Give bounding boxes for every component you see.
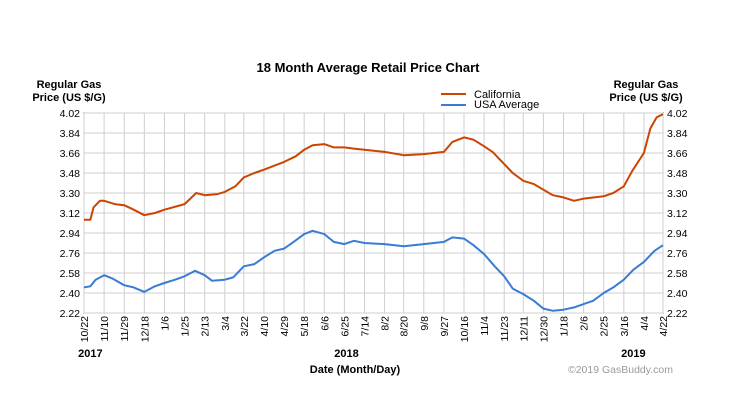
year-label: 2018 [334,348,358,360]
x-tick-label: 9/27 [439,316,451,337]
y-ticks-left: 4.02 3.84 3.66 3.48 3.30 3.12 2.94 2.76 2.58 2.40… [60,108,81,320]
year-label: 2019 [621,348,645,360]
x-tick-label: 3/4 [220,316,232,331]
y-tick-label-right: 2.58 [667,268,688,280]
x-tick-label: 8/2 [380,316,392,331]
y-tick-label-right: 3.12 [667,208,688,220]
y-tick-label-left: 2.94 [60,228,81,240]
x-tick-label: 11/23 [499,316,511,342]
y-ticks-right: 4.02 3.84 3.66 3.48 3.30 3.12 2.94 2.76 2.58 2.40… [667,108,688,320]
y-tick-label-right: 2.22 [667,308,688,320]
series-lines [83,113,664,312]
y-tick-label-right: 2.40 [667,288,688,300]
y-tick-label-left: 3.48 [60,168,81,180]
y-tick-label-right: 3.48 [667,168,688,180]
series-line-california [84,113,664,221]
y-tick-label-left: 4.02 [60,108,81,120]
y-tick-label-right: 2.94 [667,228,688,240]
x-tick-label: 8/20 [399,316,411,337]
x-tick-label: 6/6 [319,316,331,331]
y-tick-label-right: 3.66 [667,148,688,160]
x-tick-label: 2/25 [599,316,611,337]
y-tick-label-left: 3.30 [60,188,81,200]
x-tick-label: 1/25 [180,316,192,337]
y-tick-label-right: 3.84 [667,128,688,140]
y-tick-label-left: 2.40 [60,288,81,300]
x-tick-label: 2/6 [579,316,591,331]
grid [83,112,664,314]
x-tick-label: 10/22 [79,316,91,342]
y-tick-label-left: 2.22 [60,308,81,320]
x-tick-label: 6/25 [339,316,351,337]
y-tick-label-right: 2.76 [667,248,688,260]
x-tick-label: 3/22 [239,316,251,337]
y-tick-label-left: 3.12 [60,208,81,220]
year-label: 2017 [78,348,102,360]
x-tick-label: 3/16 [619,316,631,337]
legend-label-california: California [474,89,521,101]
x-tick-label: 4/10 [259,316,271,337]
y-tick-label-left: 2.76 [60,248,81,260]
x-tick-label: 2/13 [200,316,212,337]
x-tick-label: 7/14 [360,316,372,337]
right-axis-title: Regular Gas Price (US $/G) [609,79,683,104]
left-axis-title-line-1: Regular Gas [37,79,102,91]
right-axis-title-line-2: Price (US $/G) [609,92,683,104]
x-tick-label: 12/11 [518,316,530,342]
right-axis-title-line-1: Regular Gas [614,79,679,91]
y-tick-label-right: 3.30 [667,188,688,200]
x-tick-label: 1/6 [159,316,171,331]
x-tick-label: 9/8 [419,316,431,331]
series-line-usa-average [83,229,664,312]
chart-title: 18 Month Average Retail Price Chart [257,60,481,75]
year-labels: 2017 2018 2019 [78,348,645,360]
legend-label-usa-average: USA Average [474,99,539,111]
x-tick-label: 12/30 [538,316,550,342]
x-tick-label: 11/29 [119,316,131,342]
y-tick-label-right: 4.02 [667,108,688,120]
left-axis-title-line-2: Price (US $/G) [32,92,106,104]
x-tick-label: 11/4 [479,316,491,336]
x-tick-label: 11/10 [99,316,111,342]
x-tick-label: 1/18 [559,316,571,337]
y-tick-label-left: 3.66 [60,148,81,160]
left-axis-title: Regular Gas Price (US $/G) [32,79,106,104]
y-tick-label-left: 2.58 [60,268,81,280]
x-ticks: 10/22 11/10 11/29 12/18 1/6 1/25 2/13 3/4 3/22 4/… [79,316,670,342]
x-tick-label: 4/29 [279,316,291,337]
x-tick-label: 4/4 [639,316,651,331]
x-tick-label: 10/16 [459,316,471,342]
x-axis-title: Date (Month/Day) [310,364,401,376]
y-tick-label-left: 3.84 [60,128,81,140]
x-tick-label: 4/22 [658,316,670,337]
credit-text: ©2019 GasBuddy.com [568,364,673,376]
legend: California USA Average [441,89,539,111]
x-tick-label: 12/18 [139,316,151,342]
x-tick-label: 5/18 [299,316,311,337]
